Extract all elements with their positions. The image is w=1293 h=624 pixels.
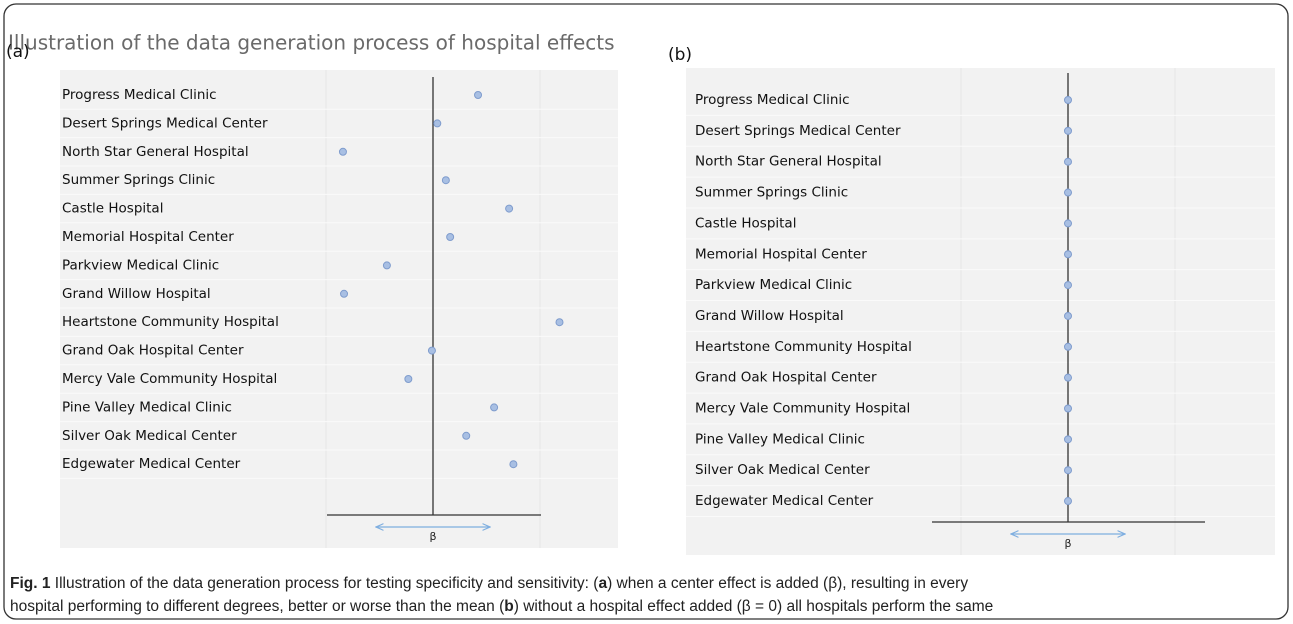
category-label: Mercy Vale Community Hospital — [62, 371, 277, 387]
panel-label: (a) — [6, 42, 30, 62]
category-label: Edgewater Medical Center — [62, 456, 241, 472]
dot — [1064, 497, 1072, 506]
dot — [555, 318, 564, 327]
category-label: Silver Oak Medical Center — [695, 462, 870, 478]
category-label: Castle Hospital — [695, 215, 796, 231]
category-label: Parkview Medical Clinic — [695, 277, 852, 293]
dot — [1064, 404, 1072, 413]
dot — [1064, 435, 1072, 444]
dot — [338, 147, 347, 156]
category-label: Summer Springs Clinic — [62, 172, 215, 188]
category-label: Grand Willow Hospital — [62, 286, 211, 302]
category-label: Summer Springs Clinic — [695, 185, 848, 201]
dot — [462, 431, 471, 440]
category-label: Grand Oak Hospital Center — [62, 343, 244, 359]
dot — [1064, 157, 1072, 166]
category-label: Pine Valley Medical Clinic — [62, 399, 232, 415]
category-label: North Star General Hospital — [695, 154, 882, 170]
category-label: Memorial Hospital Center — [62, 229, 234, 245]
dot — [1064, 188, 1072, 197]
category-label: Heartstone Community Hospital — [695, 339, 912, 355]
dot — [490, 403, 499, 412]
dot — [1064, 311, 1072, 320]
axis-label: β — [1064, 537, 1071, 550]
figure-title: Illustration of the data generation proc… — [8, 31, 615, 55]
plot-background — [686, 68, 1275, 555]
category-label: Memorial Hospital Center — [695, 246, 867, 262]
category-label: Progress Medical Clinic — [62, 87, 217, 103]
dot — [433, 119, 442, 128]
dot — [509, 460, 518, 469]
category-label: Castle Hospital — [62, 201, 163, 217]
category-label: Silver Oak Medical Center — [62, 428, 237, 444]
panel-label: (b) — [668, 45, 692, 65]
caption-text: ) without a hospital effect added (β = 0… — [513, 598, 994, 615]
caption-label: Fig. 1 — [10, 575, 51, 592]
category-label: Desert Springs Medical Center — [695, 123, 901, 139]
category-label: Grand Oak Hospital Center — [695, 370, 877, 386]
dot — [427, 346, 436, 355]
dot — [505, 204, 514, 213]
dot — [446, 233, 455, 241]
dot — [382, 261, 391, 270]
plot-background — [60, 70, 618, 548]
category-label: Edgewater Medical Center — [695, 493, 874, 509]
caption-text: hospital performing to different degrees… — [10, 598, 505, 615]
dot — [1064, 342, 1072, 351]
dot — [1064, 96, 1072, 104]
category-label: Pine Valley Medical Clinic — [695, 431, 865, 447]
frame — [3, 3, 1289, 620]
category-label: Parkview Medical Clinic — [62, 257, 219, 273]
caption-text: Illustration of the data generation proc… — [50, 575, 599, 592]
dot — [1064, 373, 1072, 382]
dot — [474, 91, 483, 99]
dot — [1064, 126, 1072, 135]
dot — [340, 289, 349, 298]
caption: Fig. 1 Illustration of the data generati… — [10, 572, 1285, 618]
dot — [1064, 219, 1072, 228]
dot — [1064, 250, 1072, 259]
category-label: Heartstone Community Hospital — [62, 314, 279, 330]
dot — [1064, 466, 1072, 475]
category-label: Desert Springs Medical Center — [62, 115, 268, 131]
dot — [441, 176, 450, 185]
category-label: Grand Willow Hospital — [695, 308, 844, 324]
axis-label: β — [429, 530, 436, 543]
category-label: Mercy Vale Community Hospital — [695, 401, 910, 417]
category-label: North Star General Hospital — [62, 144, 249, 160]
dot — [404, 375, 413, 383]
caption-text: ) when a center effect is added (β), res… — [607, 575, 969, 592]
caption-panel: a — [598, 575, 608, 592]
dot — [1064, 281, 1072, 290]
caption-panel: b — [504, 598, 514, 615]
category-label: Progress Medical Clinic — [695, 92, 850, 108]
